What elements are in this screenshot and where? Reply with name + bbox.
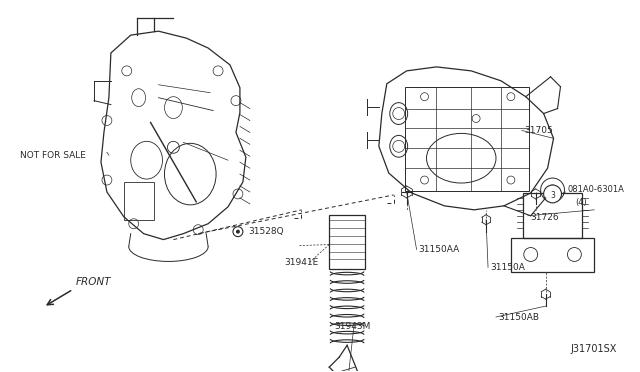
Text: J31701SX: J31701SX [571,344,617,354]
Text: 31150AA: 31150AA [419,245,460,254]
Circle shape [543,185,561,203]
Bar [124,182,154,220]
Text: 31150AB: 31150AB [498,312,539,321]
Text: 31941E: 31941E [285,258,319,267]
Circle shape [236,230,240,234]
Text: 31528Q: 31528Q [248,227,284,236]
Text: 31150A: 31150A [490,263,525,272]
Text: NOT FOR SALE: NOT FOR SALE [20,151,86,160]
Text: 081A0-6301A: 081A0-6301A [568,186,625,195]
Text: FRONT: FRONT [76,277,111,287]
Text: 31726: 31726 [531,213,559,222]
Text: 31943M: 31943M [334,323,371,331]
Text: 3: 3 [550,192,555,201]
Text: 31705: 31705 [525,126,554,135]
Text: (4): (4) [575,198,587,207]
Circle shape [233,227,243,237]
